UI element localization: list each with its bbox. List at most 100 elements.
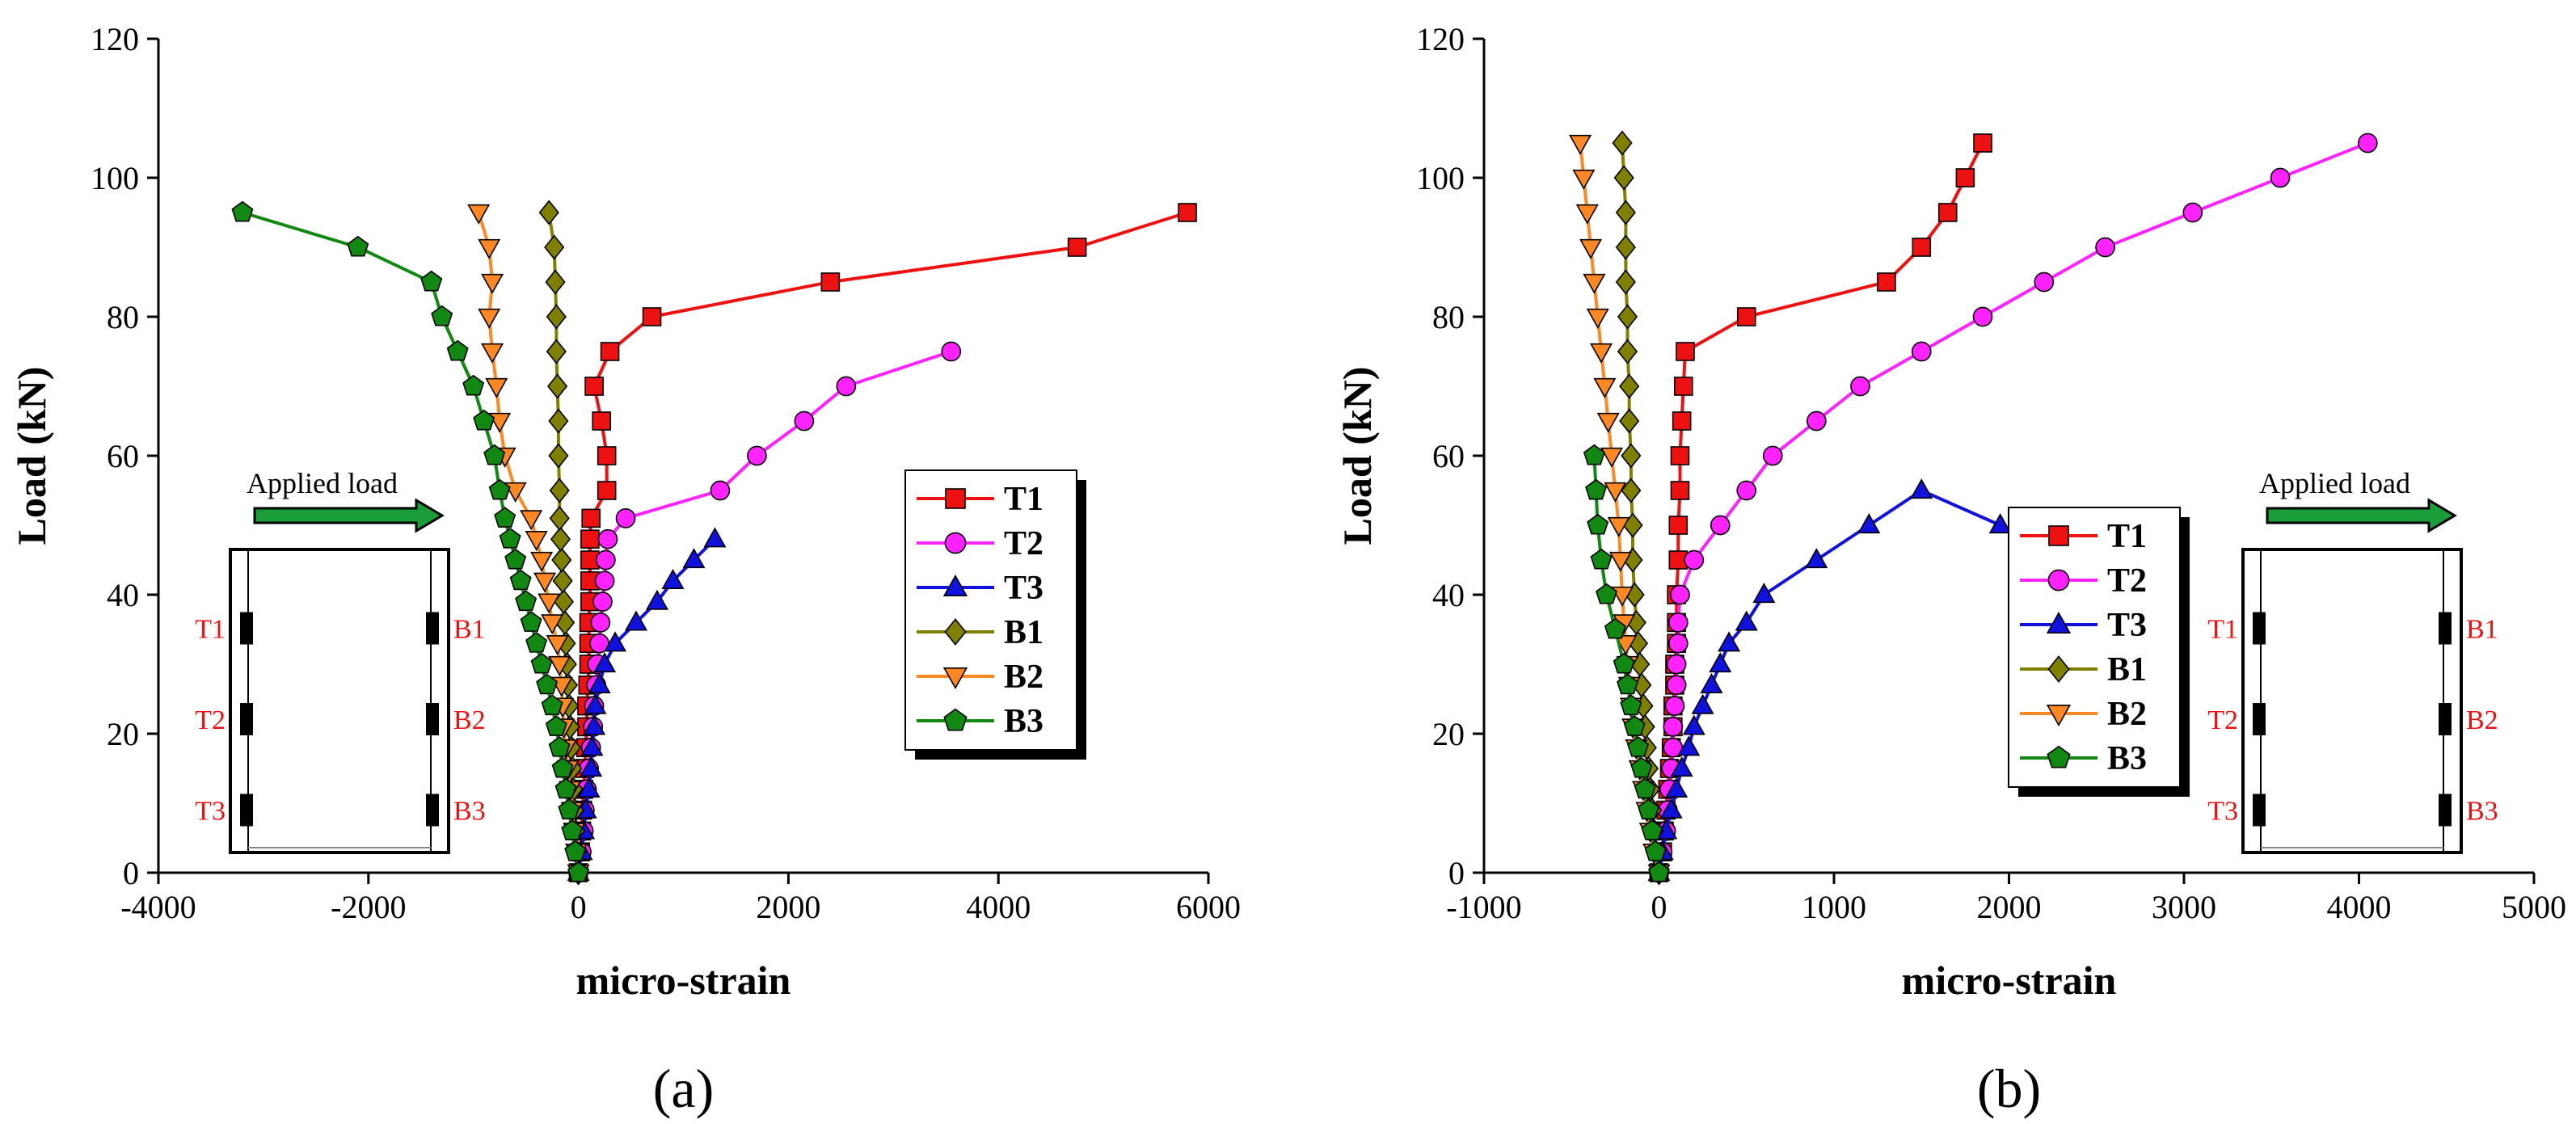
gauge-label-b1: B1 — [453, 615, 486, 645]
legend-item-b1: B1 — [917, 614, 1043, 651]
data-point — [1670, 481, 1690, 500]
data-point — [1807, 410, 1827, 431]
data-point — [642, 307, 662, 326]
data-point — [584, 377, 604, 396]
data-point — [473, 409, 495, 431]
data-point — [231, 200, 254, 222]
data-point — [1607, 516, 1630, 537]
data-point — [594, 570, 615, 591]
y-tick-label: 0 — [123, 855, 139, 891]
data-point — [1615, 234, 1636, 260]
data-point — [1912, 238, 1932, 257]
data-point — [1682, 714, 1705, 735]
data-point — [530, 551, 554, 572]
data-point — [1670, 584, 1690, 605]
gauge-label-b3: B3 — [453, 797, 486, 827]
data-point — [538, 200, 559, 225]
legend-marker — [942, 667, 968, 690]
data-point — [1623, 715, 1646, 736]
data-point — [1648, 861, 1670, 882]
data-point — [541, 694, 563, 716]
data-point — [499, 528, 521, 549]
data-point — [1587, 513, 1609, 535]
legend-marker — [942, 574, 968, 597]
y-tick-label: 60 — [1432, 438, 1465, 474]
legend-marker — [2046, 611, 2072, 634]
data-point — [462, 374, 485, 396]
data-point — [1600, 447, 1624, 468]
data-point — [544, 234, 565, 260]
data-point — [1709, 652, 1732, 673]
legend-item-t2: T2 — [2020, 562, 2147, 600]
y-axis-title: Load (kN) — [9, 367, 54, 545]
gauge-label-t3: T3 — [195, 797, 226, 827]
arrow-shape — [253, 498, 445, 533]
data-point — [1641, 819, 1663, 840]
y-tick-label: 80 — [107, 299, 139, 335]
x-tick-label: 3000 — [2152, 889, 2216, 925]
data-point — [1955, 168, 1975, 187]
series-line — [576, 350, 952, 874]
strain-gauge-left — [2253, 612, 2266, 645]
x-tick-label: 0 — [1651, 889, 1667, 925]
data-point — [533, 572, 557, 593]
data-point — [546, 304, 567, 330]
data-point — [584, 693, 607, 714]
y-tick-label: 40 — [1432, 577, 1465, 613]
data-point — [1620, 694, 1642, 716]
data-point — [1613, 652, 1635, 674]
legend-item-b2: B2 — [2020, 696, 2147, 733]
data-point — [515, 590, 538, 612]
data-point — [580, 529, 600, 549]
y-tick-label: 40 — [107, 577, 139, 613]
data-point — [1644, 840, 1667, 861]
data-point — [1670, 756, 1693, 777]
y-tick-label: 20 — [107, 716, 139, 752]
data-point — [597, 528, 618, 549]
data-point — [552, 568, 573, 594]
data-point — [1672, 411, 1692, 431]
data-point — [1850, 376, 1870, 397]
data-point — [592, 591, 613, 612]
data-point — [1590, 343, 1613, 364]
applied-load-arrow — [2266, 498, 2457, 533]
legend-label: B2 — [2107, 696, 2147, 733]
data-point — [485, 377, 508, 398]
data-point — [794, 410, 815, 431]
legend-label: T2 — [2107, 562, 2147, 600]
data-point — [1857, 513, 1881, 534]
legend-item-b2: B2 — [917, 659, 1043, 696]
legend-marker — [945, 488, 966, 509]
x-axis-title: micro-strain — [576, 958, 791, 1003]
data-point — [1638, 798, 1660, 820]
data-point — [580, 756, 603, 777]
applied-load-arrow — [253, 498, 445, 533]
legend-item-b3: B3 — [917, 703, 1043, 740]
specimen-frame — [2241, 548, 2463, 854]
gauge-label-t1: T1 — [195, 615, 226, 645]
data-point — [1593, 377, 1617, 398]
data-point — [548, 655, 571, 676]
data-point — [1670, 446, 1690, 465]
data-point — [1619, 373, 1640, 399]
data-point — [1762, 445, 1783, 466]
data-point — [597, 481, 617, 500]
data-point — [2357, 133, 2378, 154]
data-point — [1608, 551, 1632, 572]
x-axis-title: micro-strain — [1902, 958, 2117, 1003]
data-point — [446, 339, 469, 361]
legend-label: B1 — [1004, 614, 1043, 651]
series-line — [242, 211, 580, 874]
data-point — [1674, 377, 1693, 396]
data-point — [1619, 408, 1640, 434]
data-point — [1663, 717, 1684, 737]
data-point — [1666, 654, 1687, 675]
series-t3 — [1647, 478, 2012, 882]
data-point — [1613, 165, 1634, 191]
applied-load-label: Applied load — [2259, 467, 2410, 499]
data-point — [1718, 631, 1741, 652]
legend-marker — [943, 708, 968, 731]
data-point — [1579, 238, 1603, 259]
data-point — [347, 235, 369, 257]
legend-item-t3: T3 — [2020, 607, 2147, 644]
